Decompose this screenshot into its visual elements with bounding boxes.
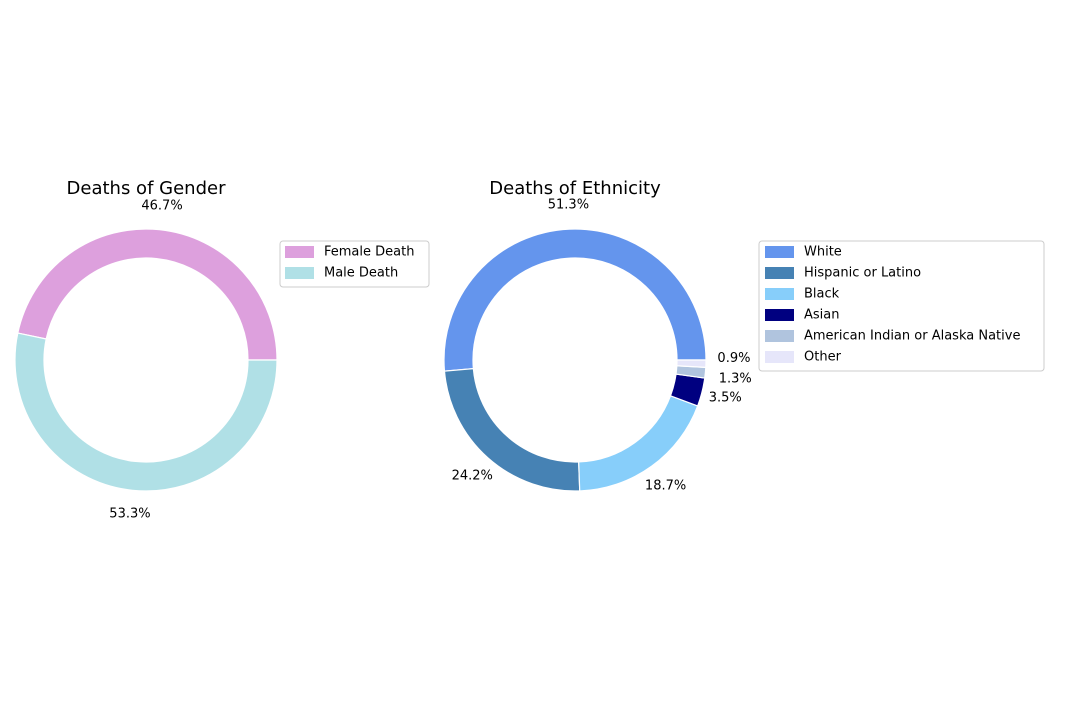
- legend-label-hispanic-or-latino: Hispanic or Latino: [804, 266, 921, 281]
- gender-donut-chart: Deaths of Gender 46.7% 53.3% Female Death…: [14, 178, 430, 522]
- legend-swatch-black: [765, 288, 794, 300]
- ethnicity-chart-title: Deaths of Ethnicity: [489, 178, 661, 199]
- pct-label-black: 18.7%: [645, 478, 686, 493]
- ethnicity-donut-chart: Deaths of Ethnicity 51.3% 24.2% 18.7% 3.5% 1…: [443, 178, 1045, 494]
- slice-male-death: [14, 332, 278, 492]
- legend-swatch-hispanic-or-latino: [765, 267, 794, 279]
- legend-label-american-indian-or-alaska-native: American Indian or Alaska Native: [804, 329, 1020, 344]
- ethnicity-legend: White Hispanic or Latino Black Asian America…: [758, 240, 1045, 372]
- pct-label-asian: 3.5%: [709, 391, 742, 406]
- legend-swatch-asian: [765, 309, 794, 321]
- ethnicity-pct-labels: 51.3% 24.2% 18.7% 3.5% 1.3% 0.9%: [452, 198, 752, 494]
- legend-swatch-male-death: [285, 267, 314, 279]
- legend-label-male-death: Male Death: [324, 266, 398, 281]
- pct-label-hispanic-or-latino: 24.2%: [452, 469, 493, 484]
- legend-label-other: Other: [804, 350, 842, 365]
- slice-other: [676, 359, 707, 369]
- legend-swatch-white: [765, 246, 794, 258]
- legend-swatch-female-death: [285, 246, 314, 258]
- ethnicity-legend-frame: [758, 240, 1045, 372]
- legend-label-white: White: [804, 245, 842, 260]
- gender-chart-title: Deaths of Gender: [67, 178, 227, 199]
- slice-black: [578, 395, 699, 492]
- legend-label-female-death: Female Death: [324, 245, 414, 260]
- pct-label-white: 51.3%: [548, 198, 589, 213]
- pct-label-male-death: 53.3%: [109, 507, 150, 522]
- pct-label-american-indian-or-alaska-native: 1.3%: [719, 372, 752, 387]
- pct-label-other: 0.9%: [717, 351, 750, 366]
- legend-label-asian: Asian: [804, 308, 839, 323]
- legend-swatch-american-indian-or-alaska-native: [765, 330, 794, 342]
- ethnicity-slices: [443, 228, 707, 492]
- pct-label-female-death: 46.7%: [141, 198, 182, 213]
- slice-female-death: [17, 228, 278, 361]
- gender-legend: Female Death Male Death: [279, 240, 430, 288]
- gender-pct-labels: 46.7% 53.3%: [109, 198, 182, 521]
- gender-legend-frame: [279, 240, 430, 288]
- legend-label-black: Black: [804, 287, 840, 302]
- slice-white: [443, 228, 707, 372]
- gender-slices: [14, 228, 278, 492]
- legend-swatch-other: [765, 351, 794, 363]
